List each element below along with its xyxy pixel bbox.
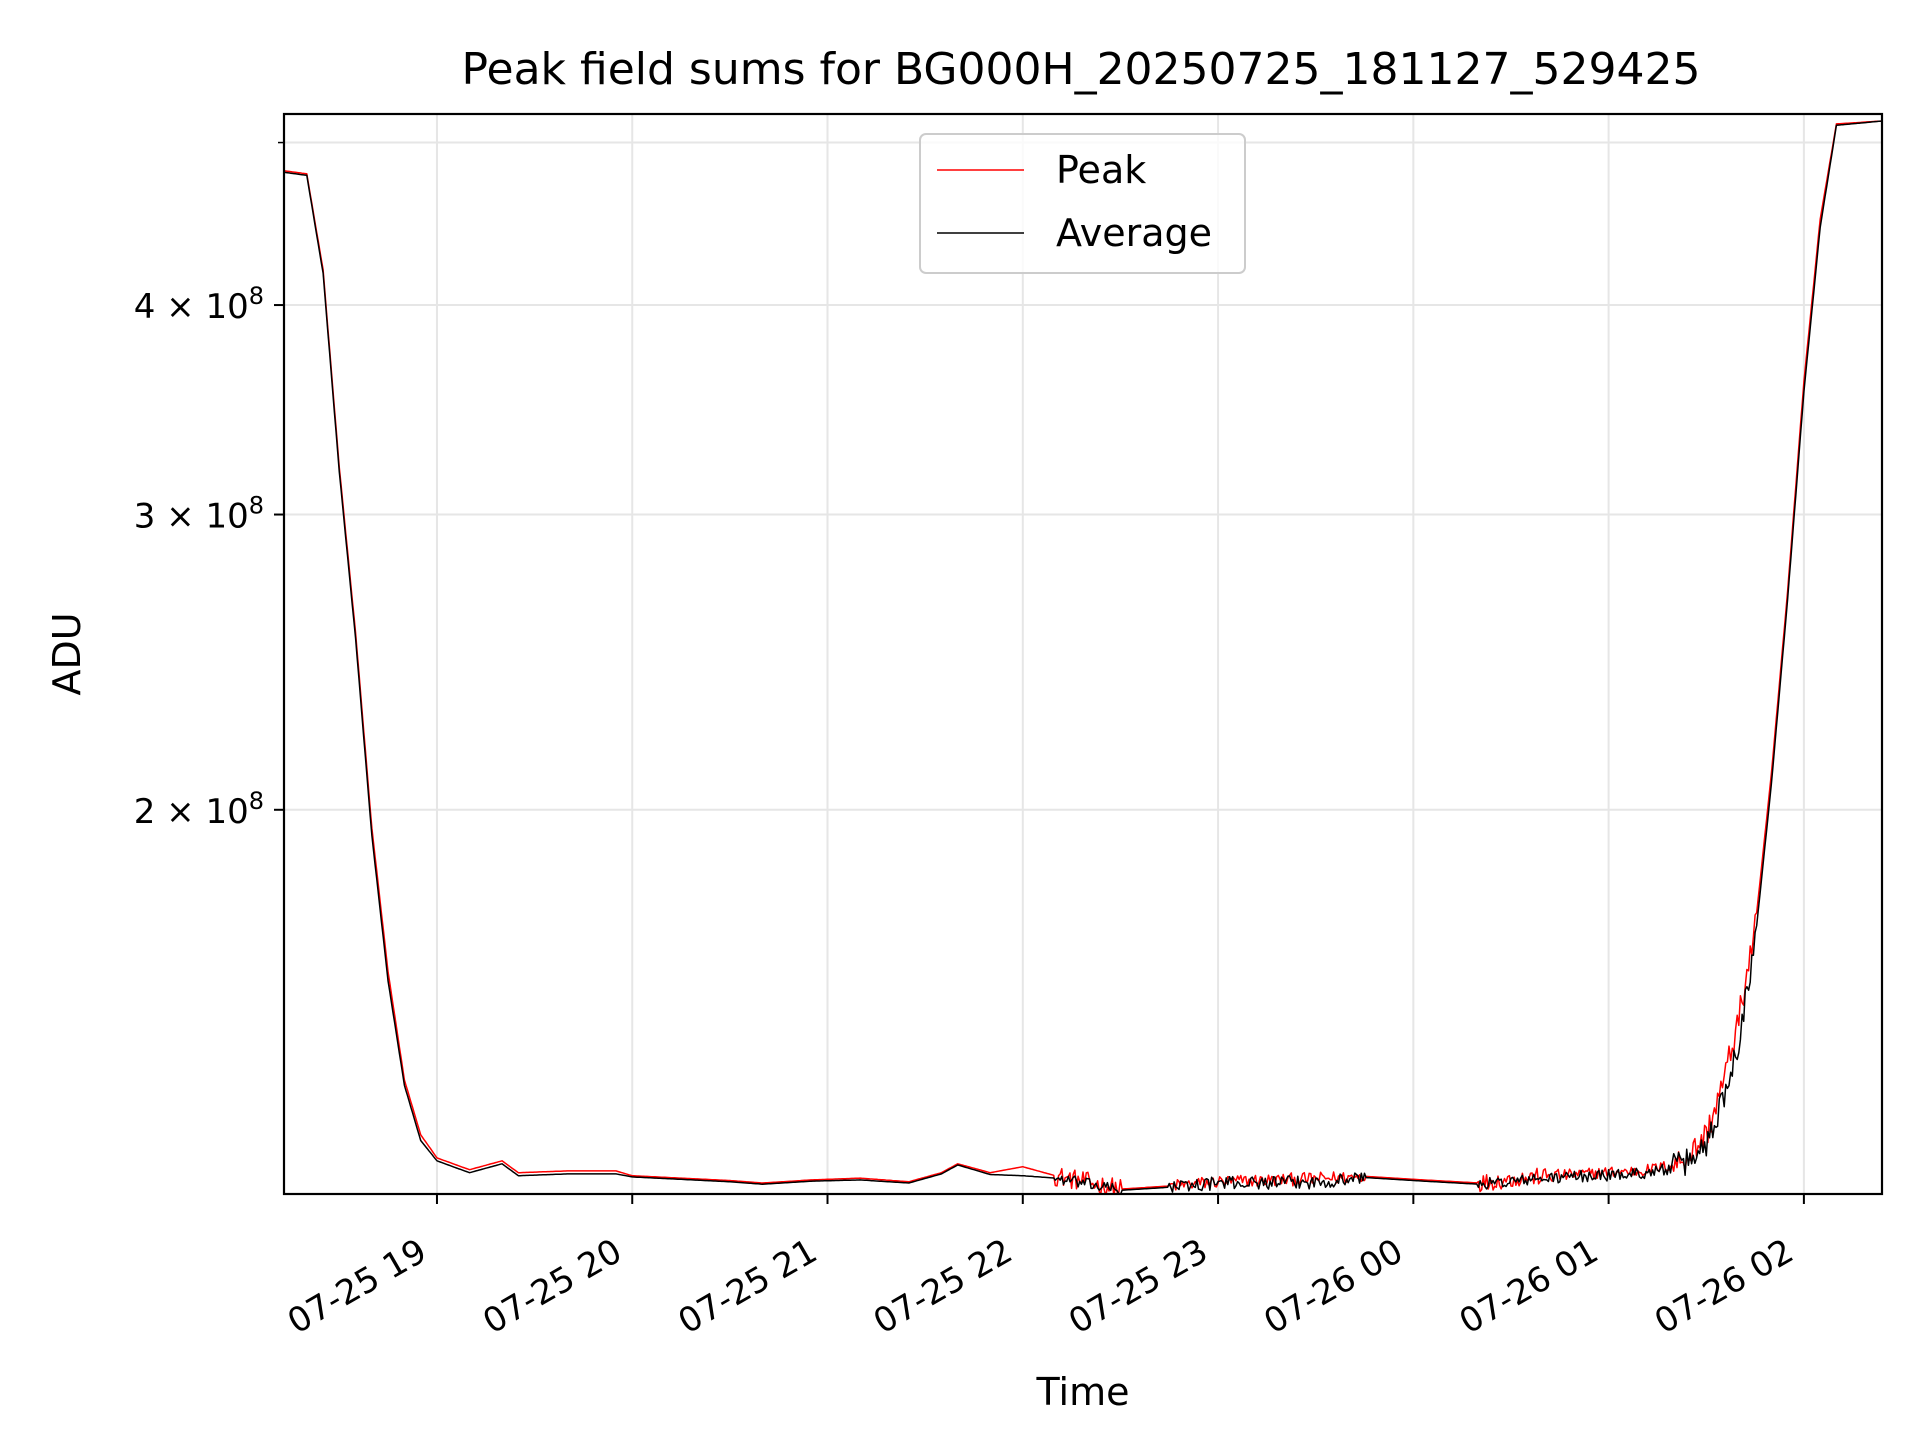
legend-average-label: Average <box>1056 211 1212 255</box>
grid-lines <box>284 114 1882 1194</box>
y-axis-label: ADU <box>45 612 89 695</box>
legend: Peak Average <box>919 133 1246 274</box>
series-line-average <box>284 120 1882 1194</box>
y-tick-label: 3 × 108 <box>134 492 264 537</box>
legend-box <box>919 133 1246 274</box>
x-axis-label: Time <box>1036 1370 1130 1414</box>
series-layer <box>284 120 1882 1194</box>
chart-title: Peak field sums for BG000H_20250725_1811… <box>462 44 1701 95</box>
legend-peak-label: Peak <box>1056 148 1146 192</box>
y-tick-label: 2 × 108 <box>134 787 264 832</box>
plot-frame <box>282 112 1884 1196</box>
y-tick-label: 4 × 108 <box>134 282 264 327</box>
